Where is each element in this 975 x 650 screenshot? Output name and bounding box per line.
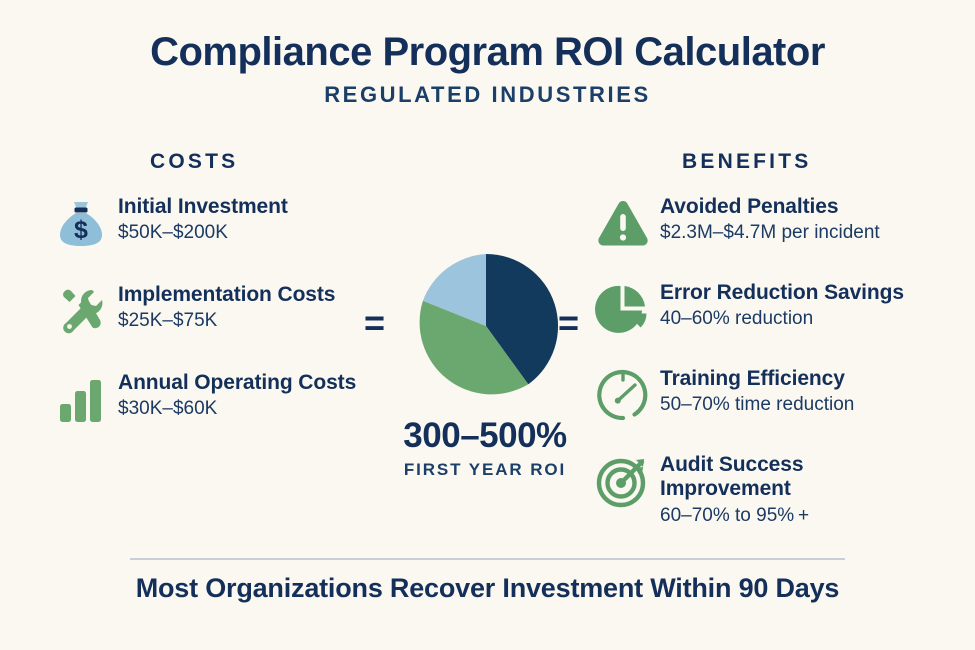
list-item: $ Initial Investment $50K–$200K — [50, 192, 380, 262]
list-item-text: Annual Operating Costs $30K–$60K — [112, 368, 356, 421]
roi-value: 300–500% — [403, 416, 567, 455]
page-subtitle: REGULATED INDUSTRIES — [324, 81, 651, 107]
pie-chart-svg — [419, 253, 559, 395]
pie-chart-icon — [592, 278, 654, 340]
list-item-title: Training Efficiency — [660, 367, 845, 390]
bar-chart-icon — [50, 368, 112, 430]
list-item-value: $2.3M–$4.7M per incident — [660, 222, 880, 244]
costs-heading: COSTS — [150, 150, 239, 173]
pie-slice-green — [419, 300, 529, 395]
list-item-title: Avoided Penalties — [660, 195, 839, 218]
warning-triangle-icon — [592, 192, 654, 254]
list-item-text: Audit Success Improvement 60–70% to 95% … — [654, 450, 870, 527]
list-item: Implementation Costs $25K–$75K — [50, 280, 380, 350]
list-item-text: Implementation Costs $25K–$75K — [112, 280, 335, 333]
list-item-text: Error Reduction Savings 40–60% reduction — [654, 278, 904, 331]
roi-label: FIRST YEAR ROI — [403, 459, 567, 479]
list-item-text: Training Efficiency 50–70% time reductio… — [654, 364, 854, 417]
list-item-value: $30K–$60K — [118, 398, 218, 420]
pie-slice-navy — [486, 253, 559, 385]
wrench-screwdriver-icon — [50, 280, 112, 342]
list-item-value: $25K–$75K — [118, 310, 218, 332]
footer-text: Most Organizations Recover Investment Wi… — [135, 573, 840, 603]
list-item-title: Audit Success Improvement — [660, 453, 804, 501]
list-item-value: 60–70% to 95% + — [660, 504, 810, 526]
list-item-text: Initial Investment $50K–$200K — [112, 192, 288, 245]
list-item-title: Annual Operating Costs — [118, 371, 357, 394]
list-item-value: $50K–$200K — [118, 222, 228, 244]
benefits-heading: BENEFITS — [682, 150, 812, 173]
list-item-title: Error Reduction Savings — [660, 281, 904, 304]
benefits-list: Avoided Penalties $2.3M–$4.7M per incide… — [592, 192, 932, 536]
list-item: Error Reduction Savings 40–60% reduction — [592, 278, 932, 346]
target-icon — [592, 450, 654, 512]
equals-operator-right: = — [558, 302, 580, 343]
list-item-value: 40–60% reduction — [660, 308, 814, 330]
header: Compliance Program ROI Calculator REGULA… — [0, 30, 975, 107]
gauge-icon — [592, 364, 654, 426]
list-item: Avoided Penalties $2.3M–$4.7M per incide… — [592, 192, 932, 260]
list-item: Annual Operating Costs $30K–$60K — [50, 368, 380, 438]
list-item: Training Efficiency 50–70% time reductio… — [592, 364, 932, 432]
roi-summary: 300–500% FIRST YEAR ROI — [355, 416, 615, 480]
list-item-value: 50–70% time reduction — [660, 394, 855, 416]
money-bag-icon: $ — [50, 192, 112, 254]
list-item: Audit Success Improvement 60–70% to 95% … — [592, 450, 932, 526]
costs-list: $ Initial Investment $50K–$200K — [50, 192, 380, 456]
pie-slice-light-blue — [422, 254, 486, 326]
footer-divider — [130, 558, 845, 560]
list-item-text: Avoided Penalties $2.3M–$4.7M per incide… — [654, 192, 880, 245]
list-item-title: Implementation Costs — [118, 283, 336, 306]
page-title: Compliance Program ROI Calculator — [150, 30, 825, 74]
svg-text:$: $ — [74, 216, 88, 244]
list-item-title: Initial Investment — [118, 195, 288, 218]
roi-pie-chart — [410, 250, 562, 402]
equals-operator-left: = — [364, 302, 386, 343]
